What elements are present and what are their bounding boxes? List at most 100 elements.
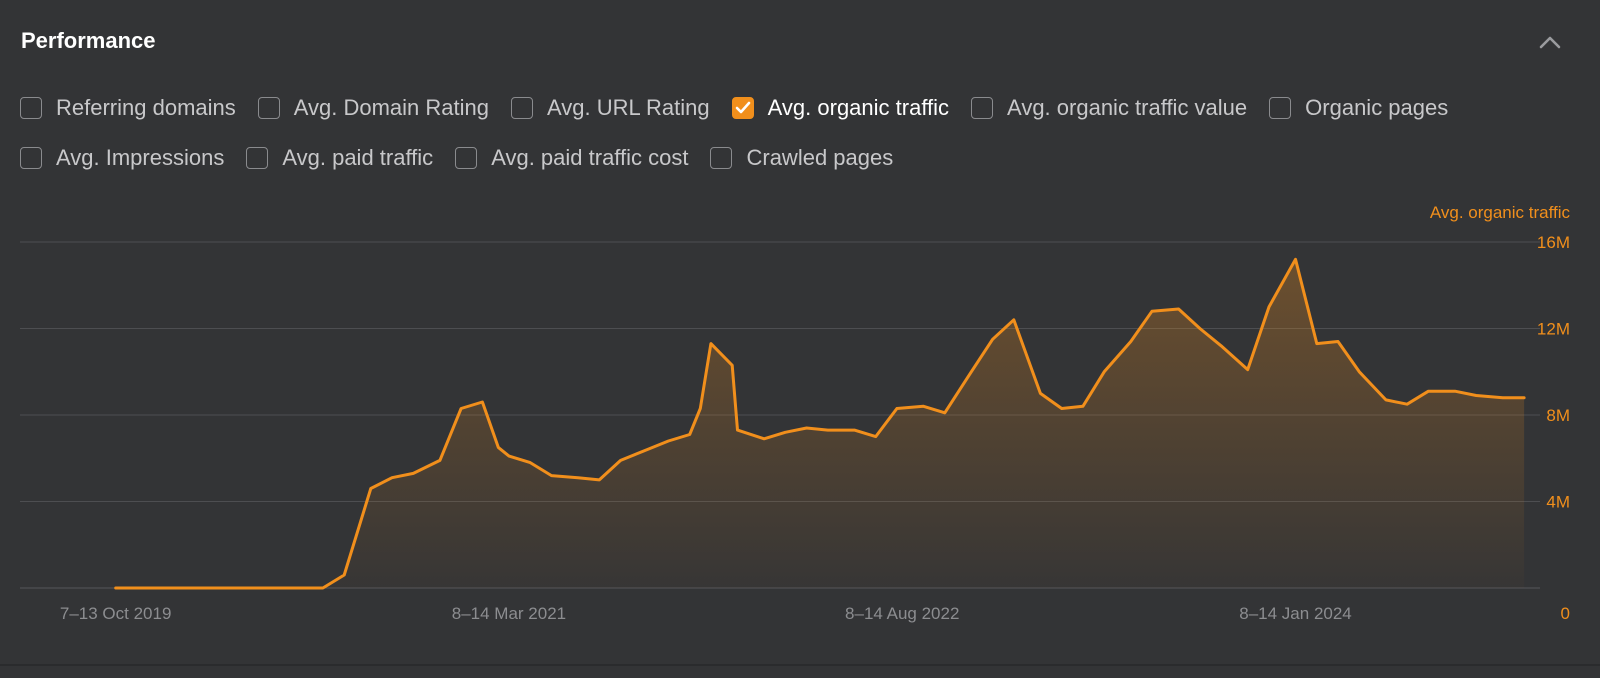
data-point bbox=[1427, 390, 1430, 393]
data-point bbox=[709, 342, 712, 345]
data-point bbox=[1246, 368, 1249, 371]
data-point bbox=[991, 338, 994, 341]
metric-row-2: Avg. Impressions Avg. paid traffic Avg. pa… bbox=[20, 142, 1580, 174]
y-tick-label: 0 bbox=[1561, 604, 1570, 623]
data-point bbox=[943, 411, 946, 414]
collapse-button[interactable] bbox=[1536, 28, 1564, 56]
checkbox-checked-icon[interactable] bbox=[731, 97, 754, 119]
data-point bbox=[1060, 407, 1063, 410]
data-point bbox=[550, 474, 553, 477]
data-point bbox=[1406, 403, 1409, 406]
metric-label: Avg. paid traffic bbox=[282, 145, 434, 170]
x-tick-label: 8–14 Aug 2022 bbox=[845, 604, 959, 623]
checkbox-icon[interactable] bbox=[20, 97, 42, 119]
data-point bbox=[1454, 390, 1457, 393]
data-point bbox=[1198, 327, 1201, 330]
data-point bbox=[853, 429, 856, 432]
metric-label: Crawled pages bbox=[746, 145, 894, 170]
metric-toggle-avg-impressions[interactable]: Avg. Impressions bbox=[20, 145, 224, 171]
metric-toggle-avg-domain-rating[interactable]: Avg. Domain Rating bbox=[257, 95, 489, 121]
metric-label: Organic pages bbox=[1305, 95, 1449, 120]
metric-label: Avg. organic traffic bbox=[767, 95, 950, 120]
data-point bbox=[736, 429, 739, 432]
metric-toggle-avg-paid-traffic[interactable]: Avg. paid traffic bbox=[246, 145, 433, 171]
panel-header: Performance bbox=[21, 26, 1570, 58]
metric-toggle-avg-organic-traffic[interactable]: Avg. organic traffic bbox=[731, 95, 950, 121]
data-point bbox=[321, 587, 324, 590]
panel-bottom-border bbox=[0, 664, 1600, 666]
metric-toggle-avg-url-rating[interactable]: Avg. URL Rating bbox=[511, 95, 710, 121]
data-point bbox=[438, 459, 441, 462]
data-point bbox=[391, 476, 394, 479]
checkbox-icon[interactable] bbox=[710, 147, 733, 169]
chevron-up-icon bbox=[1539, 36, 1561, 49]
checkbox-icon[interactable] bbox=[257, 97, 280, 119]
data-point bbox=[667, 440, 670, 443]
data-point bbox=[114, 587, 117, 590]
traffic-chart-svg: 0 4M 8M 12M 16M 7–13 Oct 2019 8–14 Mar 2021 8–1… bbox=[20, 233, 1570, 623]
data-point bbox=[1294, 258, 1297, 261]
data-point bbox=[1151, 310, 1154, 313]
checkbox-icon[interactable] bbox=[246, 147, 269, 169]
data-point bbox=[598, 478, 601, 481]
data-point bbox=[619, 459, 622, 462]
metric-toggle-referring-domains[interactable]: Referring domains bbox=[20, 95, 236, 121]
metric-toggle-avg-organic-traffic-value[interactable]: Avg. organic traffic value bbox=[971, 95, 1247, 121]
data-point bbox=[508, 455, 511, 458]
traffic-chart: 0 4M 8M 12M 16M 7–13 Oct 2019 8–14 Mar 2021 8–1… bbox=[0, 195, 1600, 655]
data-point bbox=[1523, 396, 1526, 399]
data-point bbox=[874, 435, 877, 438]
data-point bbox=[529, 461, 532, 464]
metric-label: Referring domains bbox=[56, 95, 236, 120]
metric-toggle-crawled-pages[interactable]: Crawled pages bbox=[710, 145, 893, 171]
metric-checkboxes: Referring domains Avg. Domain Rating Avg. … bbox=[20, 92, 1580, 192]
x-tick-label: 8–14 Jan 2024 bbox=[1239, 604, 1352, 623]
data-point bbox=[1268, 305, 1271, 308]
data-point bbox=[784, 431, 787, 434]
data-point bbox=[922, 405, 925, 408]
metric-toggle-avg-paid-traffic-cost[interactable]: Avg. paid traffic cost bbox=[455, 145, 688, 171]
data-point bbox=[826, 429, 829, 432]
data-point bbox=[731, 364, 734, 367]
y-tick-label: 16M bbox=[1537, 233, 1570, 252]
y-axis-title: Avg. organic traffic bbox=[1429, 203, 1570, 222]
data-point bbox=[970, 370, 973, 373]
data-point bbox=[1129, 340, 1132, 343]
checkbox-icon[interactable] bbox=[1269, 97, 1292, 119]
data-point bbox=[481, 401, 484, 404]
checkbox-icon[interactable] bbox=[20, 147, 42, 169]
data-point bbox=[460, 407, 463, 410]
checkbox-icon[interactable] bbox=[455, 147, 478, 169]
data-point bbox=[1039, 392, 1042, 395]
series-area bbox=[115, 259, 1525, 588]
panel-title: Performance bbox=[21, 28, 156, 53]
data-point bbox=[763, 437, 766, 440]
metric-label: Avg. URL Rating bbox=[547, 95, 710, 120]
y-tick-label: 4M bbox=[1546, 493, 1570, 512]
data-point bbox=[183, 587, 186, 590]
data-point bbox=[1384, 398, 1387, 401]
y-tick-label: 12M bbox=[1537, 320, 1570, 339]
data-point bbox=[895, 407, 898, 410]
data-point bbox=[805, 427, 808, 430]
metric-row-1: Referring domains Avg. Domain Rating Avg. … bbox=[20, 92, 1580, 124]
checkbox-icon[interactable] bbox=[511, 97, 533, 119]
data-point bbox=[1177, 308, 1180, 311]
data-point bbox=[1103, 370, 1106, 373]
data-point bbox=[1337, 340, 1340, 343]
checkbox-icon[interactable] bbox=[971, 97, 994, 119]
data-point bbox=[577, 476, 580, 479]
series-line bbox=[114, 257, 1526, 590]
data-point bbox=[646, 448, 649, 451]
data-point bbox=[252, 587, 255, 590]
data-point bbox=[1012, 318, 1015, 321]
data-point bbox=[1315, 342, 1318, 345]
data-point bbox=[497, 446, 500, 449]
data-point bbox=[343, 574, 346, 577]
y-tick-label: 8M bbox=[1546, 406, 1570, 425]
metric-label: Avg. organic traffic value bbox=[1007, 95, 1248, 120]
data-point bbox=[1475, 394, 1478, 397]
data-point bbox=[1501, 396, 1504, 399]
metric-toggle-organic-pages[interactable]: Organic pages bbox=[1269, 95, 1448, 121]
